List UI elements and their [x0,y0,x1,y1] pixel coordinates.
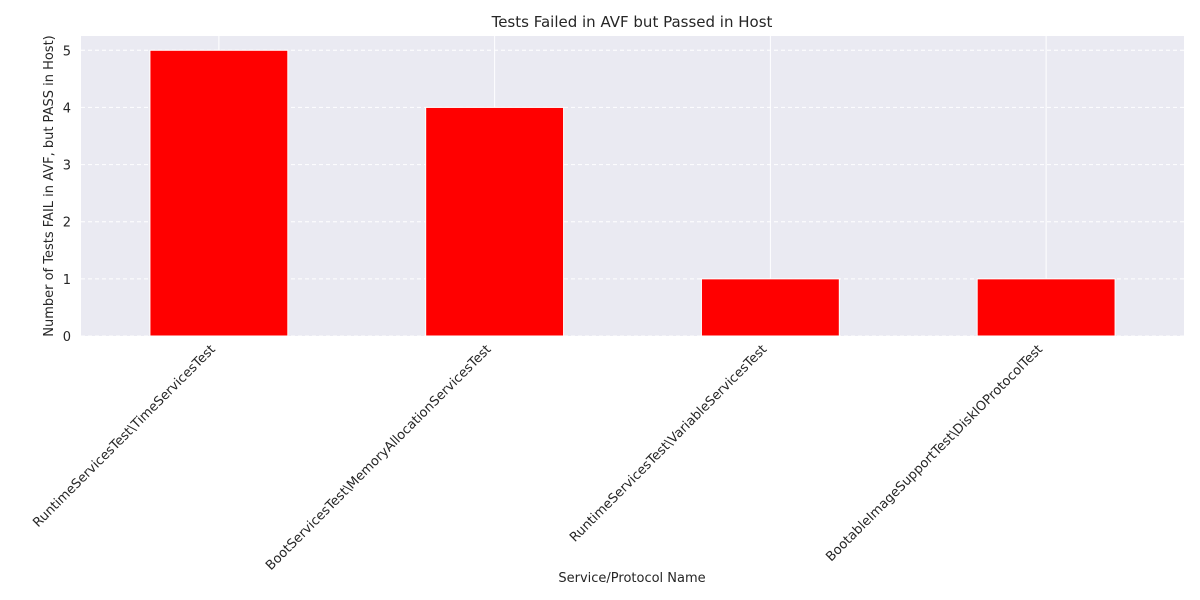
bars [149,49,1116,337]
y-tick-labels: 0 1 2 3 4 5 [63,44,71,345]
y-tick-label: 5 [63,44,71,59]
y-tick-label: 2 [63,216,71,231]
y-tick-label: 0 [63,330,71,345]
y-tick-label: 4 [63,101,71,116]
x-tick-labels: RuntimeServicesTest\TimeServicesTest Boot… [30,342,1046,573]
y-axis-label: Number of Tests FAIL in AVF, but PASS in… [42,35,57,337]
bar [149,49,289,337]
x-tick-label: BootableImageSupportTest\DiskIOProtocolT… [823,342,1046,565]
x-tick-label: RuntimeServicesTest\VariableServicesTest [567,342,770,545]
x-axis-label: Service/Protocol Name [558,571,705,586]
bar [425,106,565,337]
bar [976,278,1116,337]
x-tick-label: RuntimeServicesTest\TimeServicesTest [30,342,218,530]
chart-title: Tests Failed in AVF but Passed in Host [491,13,773,31]
y-tick-label: 1 [63,273,71,288]
bar [700,278,840,337]
x-tick-label: BootServicesTest\MemoryAllocationService… [263,342,494,573]
y-tick-label: 3 [63,159,71,174]
